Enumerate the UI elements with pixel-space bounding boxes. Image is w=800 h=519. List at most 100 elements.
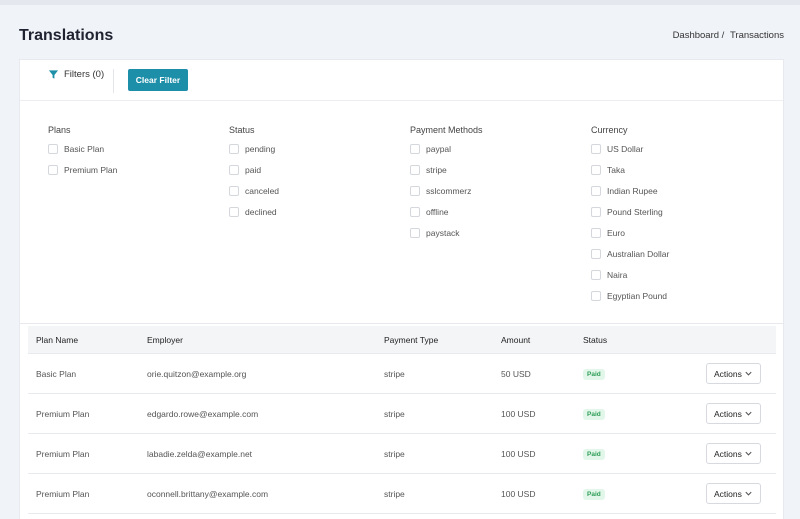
option-label: Pound Sterling xyxy=(607,206,663,217)
checkbox[interactable] xyxy=(229,143,239,154)
checkbox[interactable] xyxy=(591,290,601,301)
checkbox[interactable] xyxy=(591,206,601,217)
option-label: sslcommerz xyxy=(426,185,472,196)
filter-option-sslcommerz[interactable]: sslcommerz xyxy=(410,180,483,201)
filter-option-stripe[interactable]: stripe xyxy=(410,159,483,180)
filter-group-payment-methods: Payment Methods paypal stripe sslcommerz… xyxy=(410,125,483,243)
filter-group-title: Currency xyxy=(591,125,628,135)
breadcrumb-dashboard-link[interactable]: Dashboard / xyxy=(672,30,725,41)
checkbox[interactable] xyxy=(229,206,239,217)
filter-option-pending[interactable]: pending xyxy=(229,138,279,159)
actions-dropdown-button[interactable]: Actions xyxy=(706,483,761,504)
clear-filter-button[interactable]: Clear Filter xyxy=(128,69,188,91)
filter-option-paid[interactable]: paid xyxy=(229,159,279,180)
checkbox[interactable] xyxy=(229,185,239,196)
filter-option-australian-dollar[interactable]: Australian Dollar xyxy=(591,243,669,264)
table-header: Plan Name Employer Payment Type Amount S… xyxy=(28,326,776,354)
cell-amount: 100 USD xyxy=(501,409,536,419)
cell-employer: labadie.zelda@example.net xyxy=(147,449,253,459)
status-badge: Paid xyxy=(583,489,605,500)
actions-label: Actions xyxy=(714,368,742,379)
filter-option-declined[interactable]: declined xyxy=(229,201,279,222)
filter-option-premium-plan[interactable]: Premium Plan xyxy=(48,159,117,180)
option-label: Australian Dollar xyxy=(607,248,670,259)
checkbox[interactable] xyxy=(48,143,58,154)
cell-amount: 100 USD xyxy=(501,489,536,499)
option-label: US Dollar xyxy=(607,143,644,154)
checkbox[interactable] xyxy=(591,164,601,175)
filters-toggle[interactable]: Filters (0) xyxy=(48,69,104,80)
filter-option-indian-rupee[interactable]: Indian Rupee xyxy=(591,180,669,201)
filter-option-egyptian-pound[interactable]: Egyptian Pound xyxy=(591,285,669,306)
column-header-payment-type[interactable]: Payment Type xyxy=(384,335,439,345)
actions-dropdown-button[interactable]: Actions xyxy=(706,363,761,384)
filter-option-offline[interactable]: offline xyxy=(410,201,483,222)
filter-option-basic-plan[interactable]: Basic Plan xyxy=(48,138,117,159)
actions-label: Actions xyxy=(714,448,742,459)
checkbox[interactable] xyxy=(410,185,420,196)
actions-label: Actions xyxy=(714,408,742,419)
checkbox[interactable] xyxy=(410,206,420,217)
filter-bar: Filters (0) Clear Filter xyxy=(20,60,783,101)
column-header-amount[interactable]: Amount xyxy=(501,335,531,345)
table-row: Premium Plan labadie.zelda@example.net s… xyxy=(28,434,776,474)
cell-plan-name: Basic Plan xyxy=(36,369,77,379)
status-badge: Paid xyxy=(583,409,605,420)
checkbox[interactable] xyxy=(591,185,601,196)
checkbox[interactable] xyxy=(591,143,601,154)
cell-employer: oconnell.brittany@example.com xyxy=(147,489,269,499)
column-header-employer[interactable]: Employer xyxy=(147,335,183,345)
cell-payment-type: stripe xyxy=(384,489,405,499)
actions-label: Actions xyxy=(714,488,742,499)
cell-employer: orie.quitzon@example.org xyxy=(147,369,247,379)
checkbox[interactable] xyxy=(410,164,420,175)
page-title: Translations xyxy=(19,27,114,44)
filter-group-title: Status xyxy=(229,125,255,135)
filter-group-status: Status pending paid canceled declined xyxy=(229,125,279,222)
filter-group-title: Plans xyxy=(48,125,71,135)
table-row: Premium Plan oconnell.brittany@example.c… xyxy=(28,474,776,514)
cell-plan-name: Premium Plan xyxy=(36,489,90,499)
checkbox[interactable] xyxy=(410,227,420,238)
checkbox[interactable] xyxy=(229,164,239,175)
filter-option-taka[interactable]: Taka xyxy=(591,159,669,180)
table-row: Basic Plan orie.quitzon@example.org stri… xyxy=(28,354,776,394)
option-label: paypal xyxy=(426,143,452,154)
option-label: Naira xyxy=(607,269,628,280)
status-badge: Paid xyxy=(583,369,605,380)
option-label: Premium Plan xyxy=(64,164,118,175)
cell-plan-name: Premium Plan xyxy=(36,449,90,459)
actions-dropdown-button[interactable]: Actions xyxy=(706,443,761,464)
chevron-down-icon xyxy=(745,411,752,416)
checkbox[interactable] xyxy=(410,143,420,154)
filter-option-paypal[interactable]: paypal xyxy=(410,138,483,159)
actions-dropdown-button[interactable]: Actions xyxy=(706,403,761,424)
top-border xyxy=(0,0,800,5)
cell-amount: 100 USD xyxy=(501,449,536,459)
filter-group-title: Payment Methods xyxy=(410,125,483,135)
filter-group-plans: Plans Basic Plan Premium Plan xyxy=(48,125,117,180)
filter-option-euro[interactable]: Euro xyxy=(591,222,669,243)
option-label: offline xyxy=(426,206,449,217)
chevron-down-icon xyxy=(745,371,752,376)
option-label: Taka xyxy=(607,164,625,175)
checkbox[interactable] xyxy=(591,269,601,280)
option-label: stripe xyxy=(426,164,447,175)
option-label: Indian Rupee xyxy=(607,185,658,196)
filter-option-us-dollar[interactable]: US Dollar xyxy=(591,138,669,159)
option-label: canceled xyxy=(245,185,280,196)
checkbox[interactable] xyxy=(591,248,601,259)
option-label: Egyptian Pound xyxy=(607,290,668,301)
cell-payment-type: stripe xyxy=(384,409,405,419)
filter-option-canceled[interactable]: canceled xyxy=(229,180,279,201)
checkbox[interactable] xyxy=(48,164,58,175)
breadcrumb: Dashboard / Transactions xyxy=(673,30,784,41)
filter-option-naira[interactable]: Naira xyxy=(591,264,669,285)
filter-group-currency: Currency US Dollar Taka Indian Rupee Pou… xyxy=(591,125,669,306)
filter-option-pound-sterling[interactable]: Pound Sterling xyxy=(591,201,669,222)
checkbox[interactable] xyxy=(591,227,601,238)
filter-option-paystack[interactable]: paystack xyxy=(410,222,483,243)
column-header-plan-name[interactable]: Plan Name xyxy=(36,335,79,345)
filter-card: Filters (0) Clear Filter Plans Basic Pla… xyxy=(19,59,784,324)
column-header-status[interactable]: Status xyxy=(583,335,608,345)
